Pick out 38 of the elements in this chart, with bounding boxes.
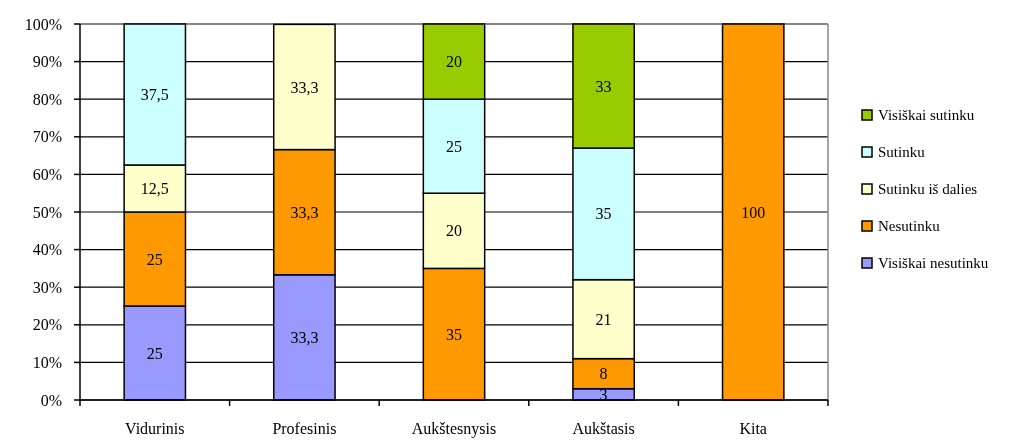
legend-label: Sutinku [878,144,926,161]
x-tick-label: Kita [739,420,767,437]
y-tick-label: 20% [32,316,62,334]
data-label: 33 [595,77,612,95]
x-tick-label: Vidurinis [125,420,185,437]
y-tick-label: 40% [32,241,62,259]
x-tick-label: Profesinis [272,420,337,437]
data-label: 20 [446,222,462,240]
y-tick-label: 10% [32,354,62,371]
legend-label: Visiškai sutinku [878,107,975,124]
data-label: 25 [146,250,163,268]
legend-label: Sutinku iš dalies [878,181,978,198]
data-label: 33,3 [290,203,319,221]
legend-label: Visiškai nesutinku [878,255,989,272]
data-label: 8 [599,365,608,383]
data-label: 100 [741,203,766,221]
legend-label: Nesutinku [878,218,941,235]
y-tick-label: 0% [40,391,62,409]
data-label: 21 [595,310,612,328]
y-tick-label: 70% [32,128,62,146]
data-label: 25 [146,344,163,362]
data-label: 37,5 [140,86,169,104]
data-label: 35 [446,325,462,343]
data-label: 35 [595,205,612,223]
data-label: 3 [599,385,608,403]
y-tick-label: 50% [32,203,62,221]
data-label: 33,3 [290,329,319,346]
x-tick-label: Aukštesnysis [411,420,497,438]
y-tick-label: 80% [32,90,62,108]
data-label: 25 [446,137,462,155]
y-tick-label: 60% [32,166,62,183]
y-tick-label: 30% [32,278,62,296]
y-tick-label: 100% [24,15,62,33]
data-label: 20 [446,53,462,71]
x-tick-label: Aukštasis [572,420,635,437]
data-label: 12,5 [140,180,169,198]
data-label: 33,3 [290,78,319,96]
y-tick-label: 90% [32,53,62,71]
